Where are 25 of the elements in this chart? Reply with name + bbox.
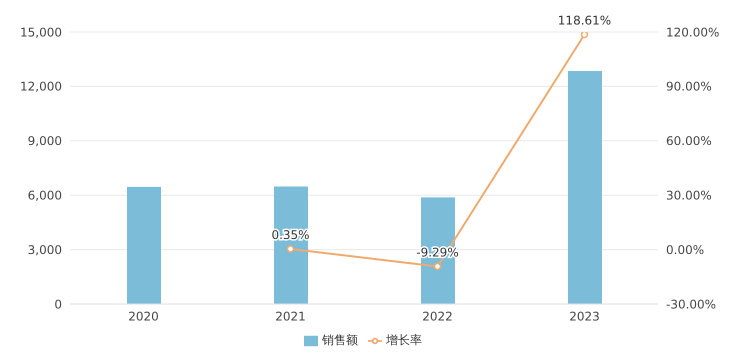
x-tick-label: 2022 (422, 310, 453, 324)
y-tick-label: 15,000 (20, 25, 62, 40)
y2-tick-label: 90.00% (666, 80, 712, 94)
bar (127, 186, 161, 304)
point (286, 245, 294, 253)
data-label: 118.61% (558, 14, 612, 28)
y-tick-label: 12,000 (20, 80, 62, 94)
y2-tick-label: 30.00% (666, 188, 712, 202)
y-tick-label: 3,000 (28, 242, 62, 257)
y2-tick-label: 60.00% (666, 134, 712, 148)
point (580, 32, 588, 38)
y-tick-label: 9,000 (28, 134, 62, 148)
x-tick-label: 2021 (275, 310, 306, 324)
y2-tick-label: 0.00% (666, 242, 704, 257)
y-tick-label: 0 (54, 297, 62, 312)
y-tick-label: 6,000 (28, 188, 62, 202)
bar (274, 186, 308, 304)
x-tick-label: 2020 (128, 310, 159, 324)
legend-label: 销售额 (322, 333, 358, 347)
y2-tick-label: -30.00% (666, 297, 716, 312)
x-tick-label: 2023 (569, 310, 600, 324)
legend-label: 增长率 (386, 333, 422, 347)
y2-tick-label: 120.00% (666, 25, 720, 40)
point (434, 262, 442, 270)
bar (568, 70, 602, 304)
